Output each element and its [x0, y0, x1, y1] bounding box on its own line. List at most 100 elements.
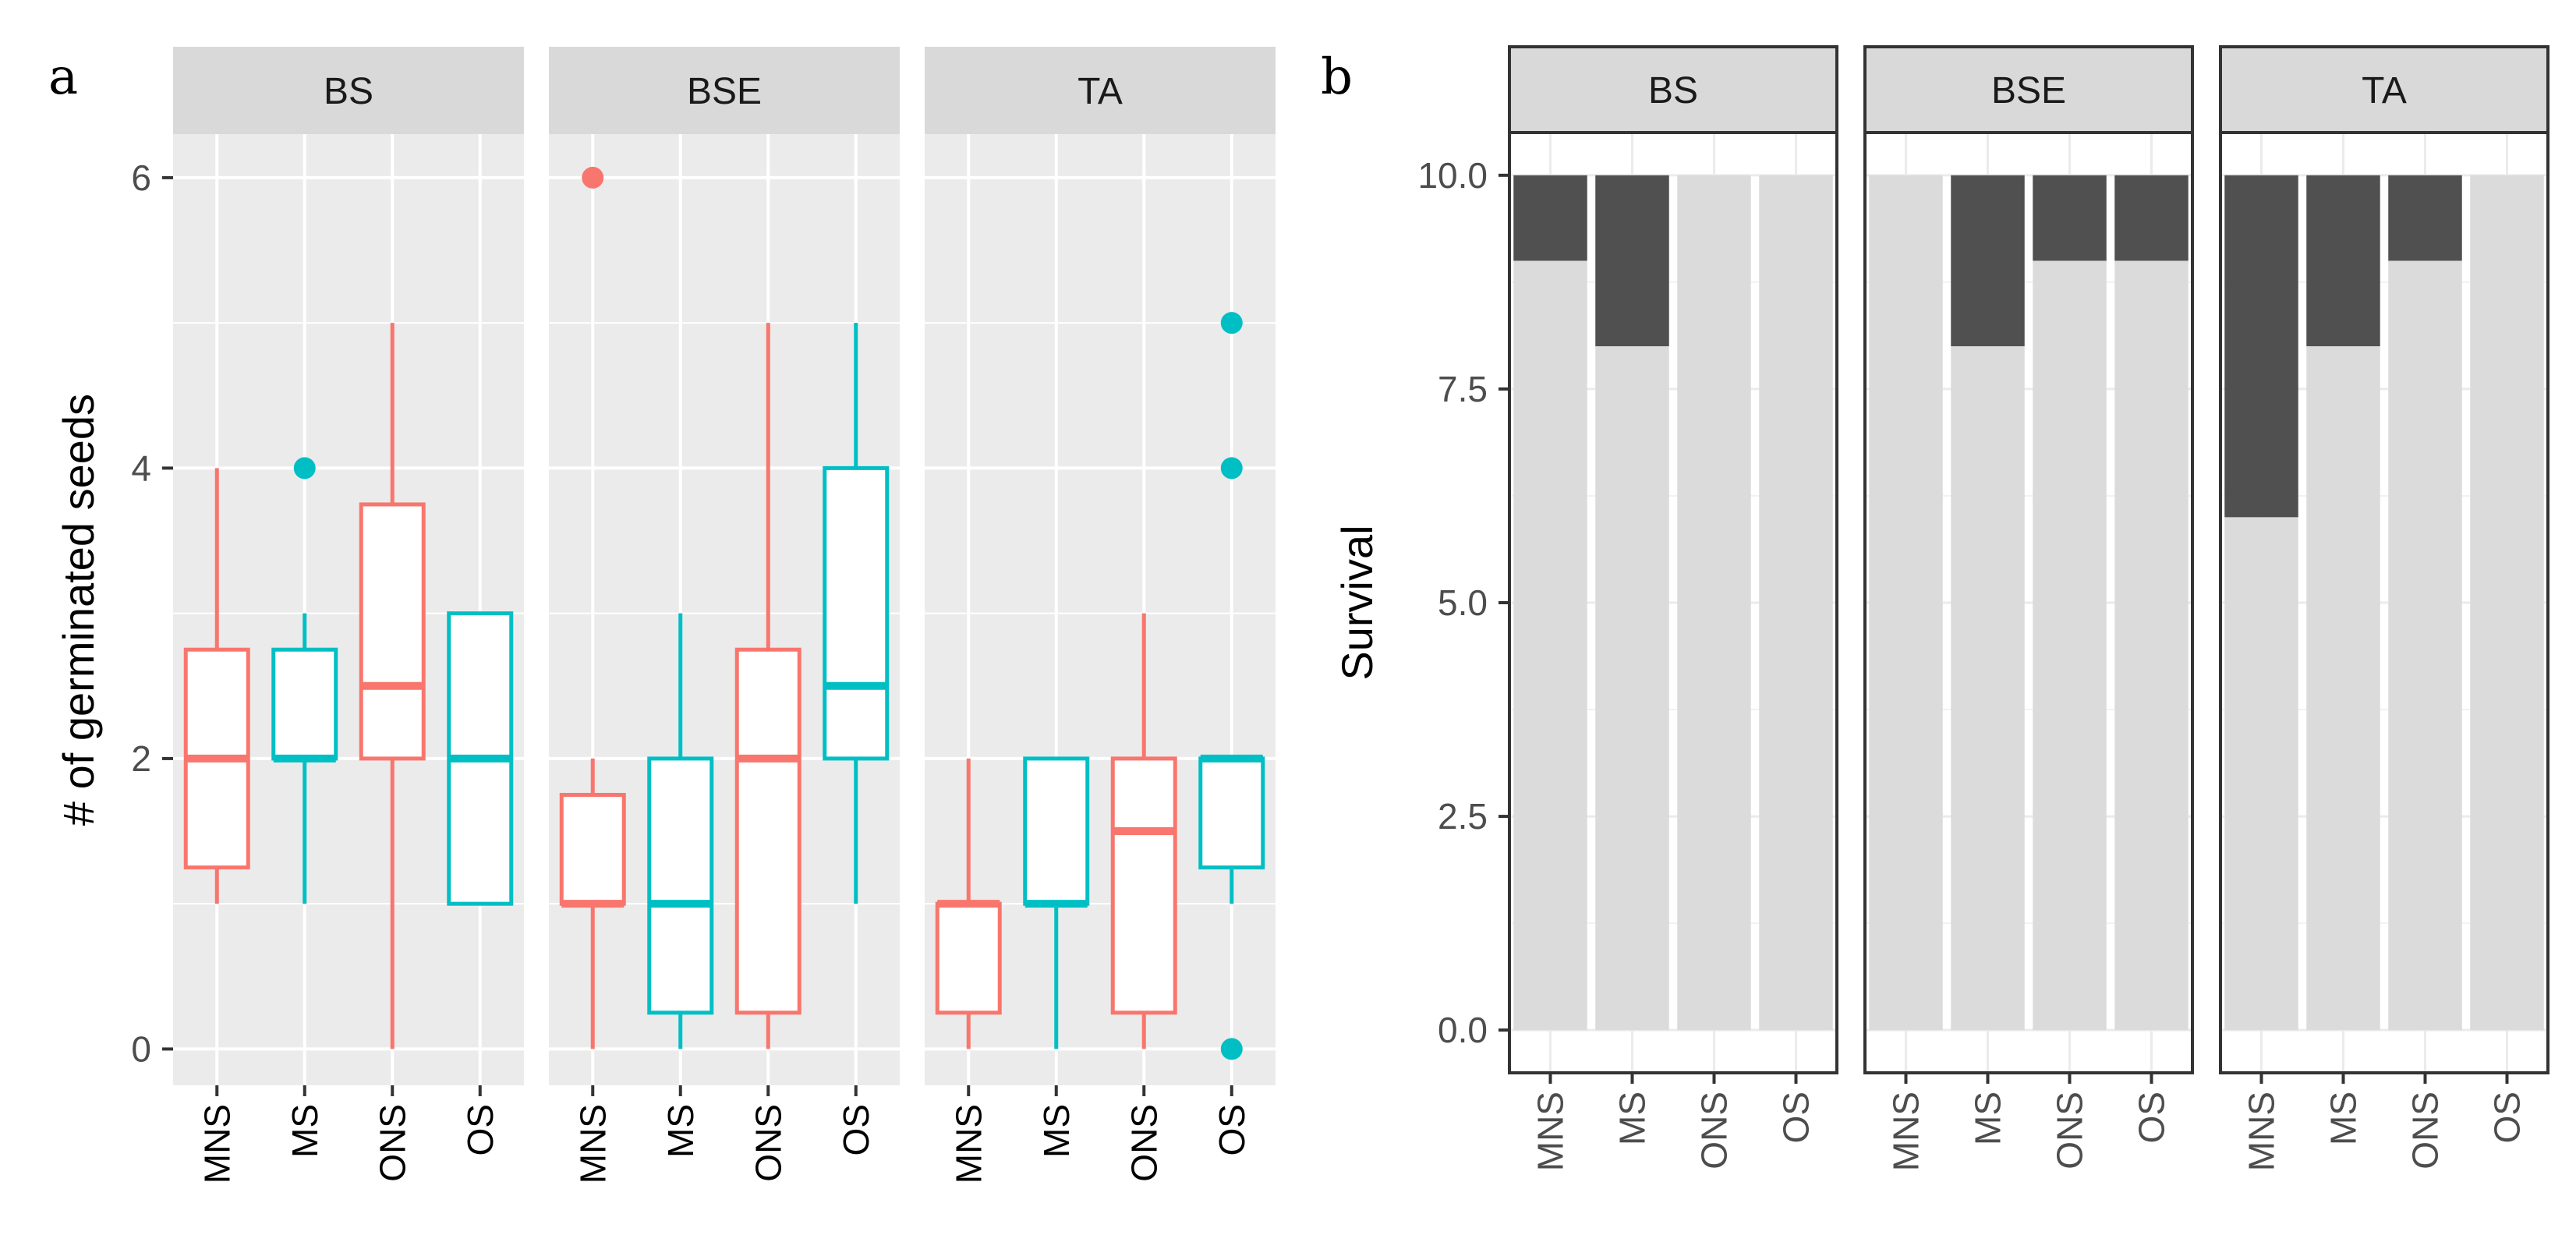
y-axis-title: # of germinated seeds [54, 394, 103, 826]
x-tick-label: ONS [1694, 1092, 1735, 1170]
bar-survived-bse-ms [1951, 346, 2025, 1031]
x-tick-label: MS [660, 1104, 701, 1158]
facet-strip-label: BS [324, 71, 373, 112]
facet-bs: BS MNS MS ONS OS [173, 47, 524, 1184]
box-iqr [647, 756, 714, 1015]
bar-survived-ta-ms [2306, 346, 2380, 1031]
bar-died-bse-ons [2033, 175, 2107, 261]
bar-died-bs-ms [1595, 175, 1669, 347]
bar-survived-bse-os [2114, 260, 2189, 1031]
box-ta-ons [1110, 613, 1177, 1049]
facet-bs: BS MNS MS ONS OS [1508, 45, 1838, 1171]
outlier-point [582, 166, 604, 189]
x-tick-label: MNS [948, 1104, 989, 1184]
panel-label-b: b [1321, 48, 1353, 106]
facet-strip-label: BS [1648, 70, 1698, 111]
bar-survived-bs-ms [1595, 346, 1669, 1031]
box-iqr [359, 502, 426, 761]
facet-strip-label: TA [1077, 71, 1123, 112]
box-iqr [734, 647, 801, 1015]
box-iqr [1198, 756, 1265, 870]
y-tick-label: 6 [131, 157, 151, 198]
x-tick-label: MNS [196, 1104, 237, 1184]
facet-strip [1508, 45, 1838, 134]
outlier-point [293, 457, 316, 479]
x-tick-label: OS [1776, 1092, 1817, 1143]
box-bse-ms [647, 613, 714, 1049]
box-bs-mns [183, 468, 250, 904]
x-tick-label: OS [1212, 1104, 1252, 1155]
y-tick-label: 7.5 [1438, 369, 1488, 409]
y-tick-label: 5.0 [1438, 582, 1488, 623]
plot-panel-background [173, 134, 524, 1085]
facet-strip [1863, 45, 2194, 134]
x-tick-label: ONS [2050, 1092, 2090, 1170]
x-tick-label: MNS [1530, 1092, 1571, 1171]
x-tick-label: MS [1968, 1092, 2008, 1145]
y-tick-label: 2.5 [1438, 796, 1488, 837]
outlier-point [1220, 457, 1243, 479]
bar-survived-bse-mns [1869, 175, 1943, 1031]
plot-panel-border [2219, 131, 2549, 1074]
x-tick-label: MS [1612, 1092, 1653, 1145]
box-bs-ons [359, 323, 426, 1049]
x-tick-label: ONS [2405, 1092, 2446, 1170]
y-axis-title: Survival [1332, 525, 1382, 680]
bar-died-bs-mns [1513, 175, 1587, 261]
x-tick-label: ONS [1123, 1104, 1164, 1182]
y-tick-label: 10.0 [1417, 155, 1488, 196]
x-tick-label: MNS [1886, 1092, 1927, 1171]
facet-ta: TA MNS MS ONS OS [2219, 45, 2549, 1171]
facet-ta: TA MNS MS ONS OS [925, 47, 1276, 1184]
x-tick-label: MS [2323, 1092, 2364, 1145]
box-ta-os [1198, 312, 1265, 1060]
box-iqr [1110, 756, 1177, 1015]
bar-survived-bse-ons [2033, 260, 2107, 1031]
bar-survived-bs-mns [1513, 260, 1587, 1031]
outlier-point [1220, 1038, 1243, 1060]
box-iqr [935, 901, 1002, 1015]
box-ta-mns [935, 758, 1002, 1049]
plot-panel-border [1508, 131, 1838, 1074]
bar-died-ta-ms [2306, 175, 2380, 347]
facet-strip-label: BSE [687, 71, 762, 112]
x-tick-label: OS [836, 1104, 876, 1155]
facet-strip-label: TA [2362, 70, 2407, 111]
box-bse-ons [734, 323, 801, 1049]
x-tick-label: MNS [572, 1104, 613, 1184]
facet-strip [173, 47, 524, 134]
box-bs-os [447, 611, 514, 906]
bar-survived-bs-os [1759, 175, 1833, 1031]
x-tick-label: MNS [2242, 1092, 2282, 1171]
box-ta-ms [1023, 756, 1090, 1049]
x-tick-label: ONS [372, 1104, 412, 1182]
y-tick-label: 2 [131, 738, 151, 779]
bar-died-bse-os [2114, 175, 2189, 261]
box-iqr [1023, 756, 1090, 906]
x-tick-label: OS [460, 1104, 501, 1155]
plot-panel-border [1863, 131, 2194, 1074]
x-tick-label: ONS [748, 1104, 788, 1182]
x-tick-label: OS [2487, 1092, 2528, 1143]
facet-bse: BSE MNS MS ONS OS [1863, 45, 2194, 1171]
box-iqr [271, 647, 338, 761]
outlier-point [1220, 312, 1243, 334]
panel-b-survival-bar-chart: Survival 0.0 2.5 5.0 7.5 10.0 BS MNS MS ONS OS BSE M… [1332, 45, 2549, 1171]
y-tick-label: 0.0 [1438, 1010, 1488, 1050]
box-bs-ms [271, 457, 338, 904]
facet-strip [925, 47, 1276, 134]
x-tick-label: MS [285, 1104, 325, 1158]
facet-strip [549, 47, 900, 134]
box-bse-os [823, 323, 890, 904]
panel-label-a: a [48, 48, 78, 106]
bar-died-ta-ons [2388, 175, 2462, 261]
box-bse-mns [559, 166, 626, 1049]
facet-strip-label: BSE [1991, 70, 2066, 111]
bar-died-ta-mns [2224, 175, 2298, 518]
bar-died-bse-ms [1951, 175, 2025, 347]
y-tick-label: 0 [131, 1028, 151, 1069]
x-tick-label: MS [1036, 1104, 1077, 1158]
box-iqr [559, 792, 626, 906]
